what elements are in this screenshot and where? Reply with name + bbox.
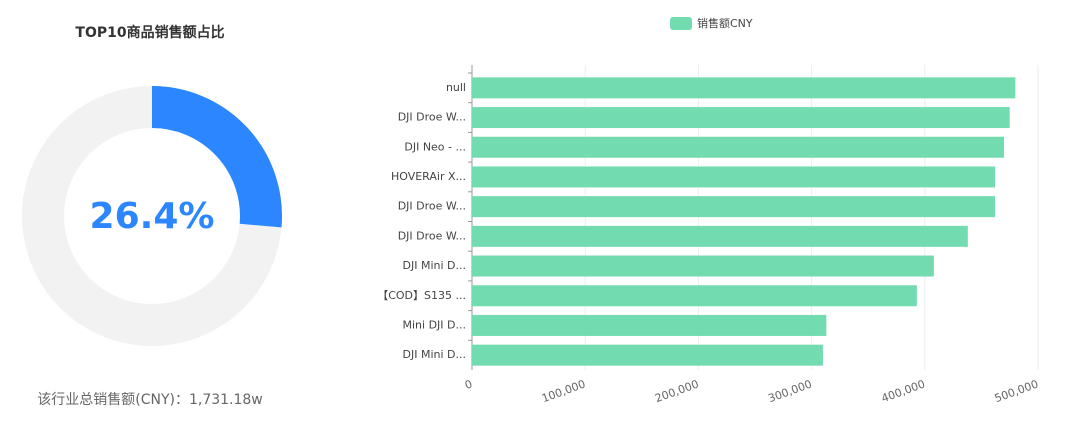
x-tick-label: 200,000 (653, 377, 700, 405)
y-tick-label: DJI Mini D... (403, 259, 467, 272)
y-tick-label: DJI Droe W... (398, 229, 466, 242)
x-tick-label: 0 (463, 377, 474, 392)
x-tick-label: 100,000 (540, 377, 587, 405)
y-tick-label: 【COD】S135 ... (377, 289, 466, 302)
legend-swatch (670, 17, 692, 30)
bar (472, 285, 917, 307)
donut-arc (151, 86, 282, 228)
y-tick-label: DJI Droe W... (398, 200, 466, 213)
donut-caption: 该行业总销售额(CNY)：1,731.18w (37, 392, 263, 408)
x-tick-label: 400,000 (880, 377, 927, 405)
donut-value-label: 26.4% (90, 196, 215, 237)
y-tick-label: null (446, 81, 466, 94)
bar (472, 166, 995, 188)
y-tick-label: Mini DJI D... (403, 318, 467, 331)
donut-title: TOP10商品销售额占比 (75, 24, 224, 41)
bar (472, 255, 934, 277)
legend-label: 销售额CNY (697, 16, 753, 30)
bar (472, 107, 1010, 129)
x-tick-label: 500,000 (993, 377, 1040, 405)
bar (472, 314, 827, 336)
y-tick-label: DJI Droe W... (398, 111, 466, 124)
bar (472, 225, 968, 247)
bar (472, 77, 1016, 99)
y-tick-label: HOVERAir X... (391, 170, 466, 183)
y-tick-label: DJI Mini D... (403, 348, 467, 361)
y-tick-label: DJI Neo - ... (404, 140, 466, 153)
bar (472, 136, 1005, 158)
bar (472, 196, 995, 218)
bar (472, 344, 823, 366)
x-tick-label: 300,000 (766, 377, 813, 405)
